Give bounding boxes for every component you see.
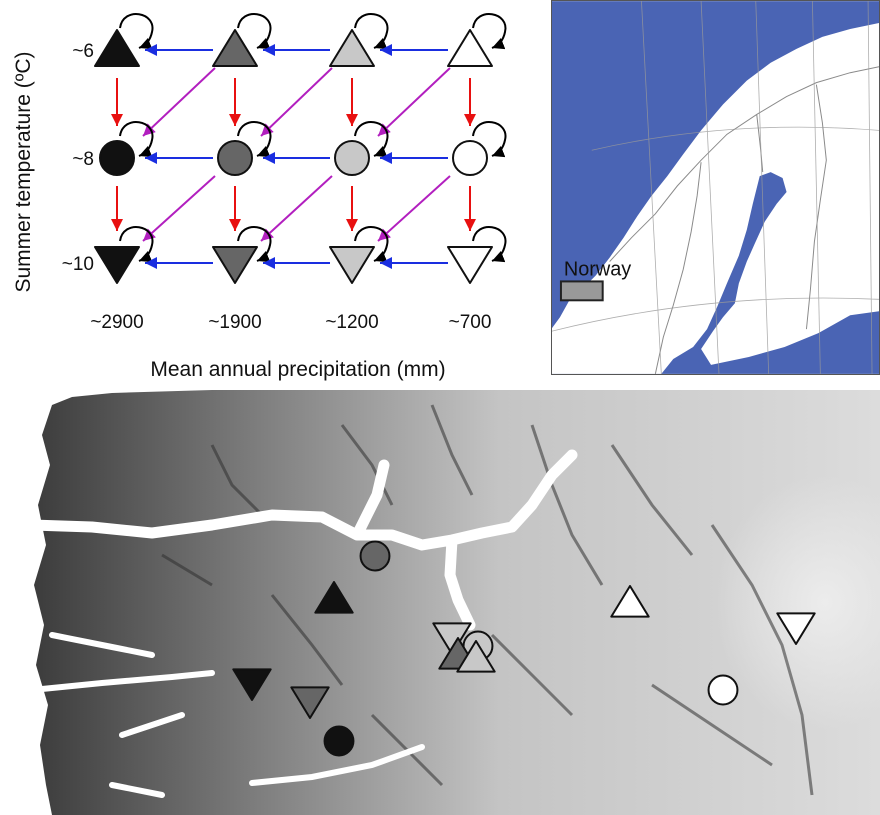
site-marker [610,585,650,618]
diagonal-transition-arrow [377,175,451,242]
transition-diagram: Summer temperature (ºC) ~6 ~8 ~10 ~2900 ~19… [12,13,507,381]
precipitation-tick-label: ~1200 [325,312,378,333]
self-transition-arrow [119,226,154,263]
climate-class-symbol [99,140,135,176]
site-marker [314,581,354,614]
climate-class-symbol [212,29,258,67]
western-norway-relief-map [12,385,880,815]
site-marker [776,612,816,645]
climate-class-symbol [447,29,493,67]
self-transition-arrow [354,226,389,263]
self-transition-arrow [119,121,154,158]
diagonal-transition-arrow [142,175,216,242]
precipitation-tick-label: ~1900 [208,312,261,333]
self-transition-arrow [472,121,507,158]
baltic-sea [661,172,879,374]
scandinavia-land [552,23,879,374]
temperature-tick-label: ~10 [62,254,94,275]
diagonal-transition-arrow [260,67,333,137]
self-transition-arrow [472,226,507,263]
southern-fjords [29,632,425,798]
self-transition-arrow [237,226,272,263]
river-valleys [161,404,814,796]
self-transition-arrow [237,121,272,158]
climate-class-symbol [447,246,493,284]
site-marker [456,640,496,673]
norway-label: Norway [564,258,631,280]
norway-legend-swatch [559,280,604,302]
temperature-tick-label: ~8 [72,149,94,170]
self-transition-arrow [237,13,272,50]
site-marker [290,686,330,719]
site-marker [232,668,272,701]
self-transition-arrow [354,13,389,50]
site-marker [432,622,472,655]
climate-class-symbol [452,140,488,176]
climate-class-symbol [329,29,375,67]
precipitation-tick-label: ~2900 [90,312,143,333]
climate-class-symbol [94,29,140,67]
precipitation-tick-label: ~700 [449,312,492,333]
diagonal-transition-arrow [260,175,333,242]
self-transition-arrow [119,13,154,50]
site-marker [707,674,739,706]
climate-class-symbol [329,246,375,284]
sognefjord [26,449,578,631]
diagonal-transition-arrow [142,67,216,137]
site-marker [323,725,355,757]
climate-class-symbol [334,140,370,176]
diagonal-transition-arrow [377,67,451,137]
climate-class-symbol [212,246,258,284]
self-transition-arrow [472,13,507,50]
climate-class-symbol [94,246,140,284]
graticule [552,1,879,374]
fennoscandia-inset-map: Norway [551,0,880,375]
climate-class-symbol [217,140,253,176]
country-borders [609,66,879,374]
y-axis-label: Summer temperature (ºC) [12,51,35,292]
temperature-tick-label: ~6 [72,41,94,62]
x-axis-label: Mean annual precipitation (mm) [150,358,445,381]
self-transition-arrow [354,121,389,158]
site-marker [359,540,391,572]
